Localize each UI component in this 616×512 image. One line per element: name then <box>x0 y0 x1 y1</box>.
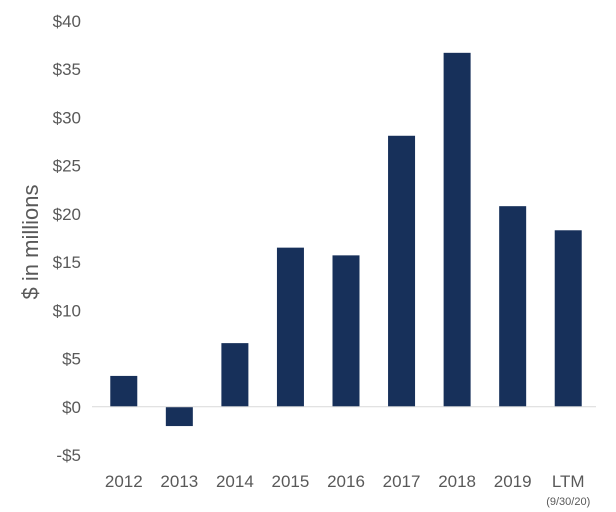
bar-2016 <box>332 255 360 407</box>
y-tick-label: $10 <box>53 301 81 320</box>
y-tick-label: $5 <box>62 350 81 369</box>
y-tick-label: $30 <box>53 108 81 127</box>
bar-2014 <box>221 343 249 407</box>
bar-ltm <box>554 230 582 407</box>
bar-2018 <box>443 52 471 407</box>
x-tick-label: 2018 <box>438 472 476 491</box>
y-tick-label: -$5 <box>56 446 81 465</box>
bar-2019 <box>499 206 527 407</box>
y-tick-label: $40 <box>53 12 81 31</box>
bar-2013 <box>165 406 193 427</box>
x-axis-ticks: 2012 2013 2014 2015 2016 2017 2018 2019 LTM (9/30… <box>105 472 590 508</box>
bar-2012 <box>110 375 138 407</box>
y-tick-label: $20 <box>53 205 81 224</box>
x-tick-label: 2015 <box>272 472 310 491</box>
y-tick-label: $25 <box>53 157 81 176</box>
x-tick-label: 2012 <box>105 472 143 491</box>
x-tick-label: 2019 <box>494 472 532 491</box>
x-tick-note: (9/30/20) <box>546 496 590 508</box>
y-tick-label: $0 <box>62 398 81 417</box>
x-tick-label: 2013 <box>160 472 198 491</box>
bar-2017 <box>388 135 416 407</box>
y-tick-label: $15 <box>53 253 81 272</box>
y-axis-ticks: -$5 $0 $5 $10 $15 $20 $25 $30 $35 $40 <box>53 12 81 465</box>
bar-2015 <box>276 247 304 407</box>
bars <box>110 52 582 427</box>
y-tick-label: $35 <box>53 60 81 79</box>
x-tick-label: 2016 <box>327 472 365 491</box>
x-tick-label: 2014 <box>216 472 254 491</box>
x-tick-label: LTM <box>552 472 585 491</box>
x-tick-label: 2017 <box>383 472 421 491</box>
y-axis-title: $ in millions <box>18 185 43 300</box>
